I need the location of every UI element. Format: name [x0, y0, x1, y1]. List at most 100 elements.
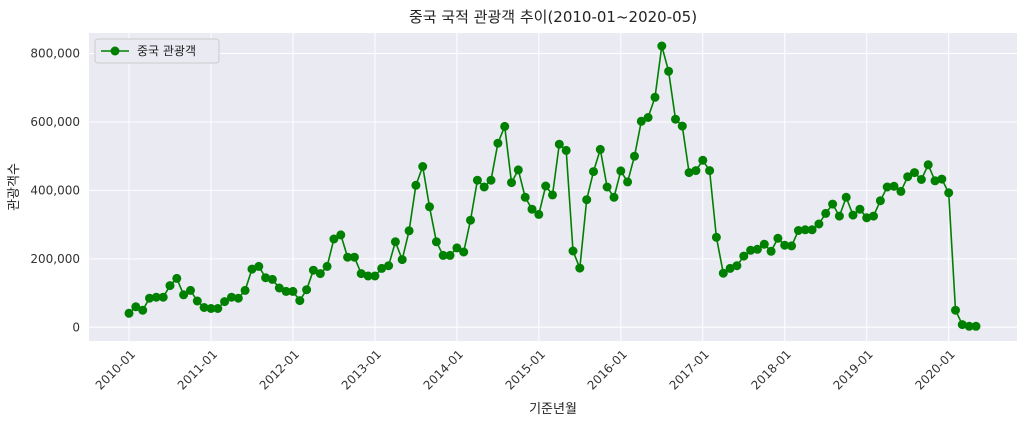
data-point — [281, 286, 291, 296]
data-point — [308, 265, 318, 275]
data-point — [179, 290, 189, 300]
data-point — [541, 181, 551, 191]
data-point — [739, 251, 749, 261]
data-point — [568, 246, 578, 256]
data-point — [951, 305, 960, 315]
data-point — [124, 308, 134, 318]
data-point — [971, 321, 981, 331]
data-point — [684, 168, 694, 178]
y-tick-labels: 0 200,000 400,000 600,000 800,000 — [30, 47, 80, 335]
x-tick-label: 2015-01 — [503, 347, 548, 392]
x-tick-label: 2010-01 — [93, 347, 138, 392]
data-point — [295, 296, 305, 306]
data-point — [418, 162, 428, 171]
data-point — [855, 204, 865, 214]
data-point — [356, 269, 366, 279]
legend-marker-swatch — [110, 46, 120, 56]
data-point — [165, 281, 175, 291]
data-point — [752, 244, 762, 254]
x-tick-labels: 2010-01 2011-01 2012-01 2013-01 2014-01 2015-… — [93, 347, 958, 392]
x-tick-label: 2016-01 — [585, 347, 630, 392]
y-tick-label: 0 — [72, 320, 80, 334]
data-point — [479, 182, 489, 192]
data-point — [698, 155, 708, 165]
data-point — [404, 226, 414, 236]
data-point — [595, 144, 605, 154]
data-point — [513, 165, 523, 175]
data-point — [192, 296, 202, 306]
data-point — [261, 273, 271, 283]
data-point — [869, 211, 878, 221]
data-point — [377, 263, 387, 273]
data-point — [923, 160, 933, 170]
data-point — [630, 151, 639, 161]
data-point — [172, 273, 182, 283]
data-point — [493, 138, 503, 148]
data-point — [732, 261, 742, 271]
y-axis-label: 관광객수 — [7, 163, 22, 211]
data-point — [718, 268, 728, 278]
data-point — [213, 304, 223, 313]
legend-label: 중국 관광객 — [137, 44, 196, 58]
x-tick-label: 2013-01 — [339, 347, 384, 392]
data-point — [582, 195, 592, 205]
data-point — [459, 247, 469, 257]
data-point — [288, 286, 298, 296]
legend: 중국 관광객 — [94, 38, 220, 64]
data-point — [664, 66, 674, 76]
data-point — [834, 211, 844, 221]
data-point — [691, 166, 701, 176]
data-point — [828, 199, 838, 209]
data-point — [602, 182, 612, 192]
data-point — [425, 202, 434, 212]
data-point — [903, 172, 913, 182]
data-point — [220, 297, 230, 307]
data-point — [875, 196, 885, 206]
data-point — [349, 252, 359, 262]
data-point — [343, 252, 353, 262]
data-point — [807, 225, 817, 235]
data-point — [315, 269, 325, 279]
data-point — [145, 293, 154, 303]
data-point — [766, 246, 776, 256]
y-tick-label: 200,000 — [30, 252, 80, 266]
data-point — [746, 245, 756, 255]
data-point — [937, 174, 947, 184]
x-tick-label: 2014-01 — [421, 347, 466, 392]
data-point — [787, 241, 797, 251]
data-point — [882, 182, 892, 192]
data-point — [944, 188, 954, 198]
data-point — [411, 180, 421, 190]
data-point — [534, 209, 544, 219]
data-point — [821, 208, 831, 218]
data-point — [759, 239, 769, 249]
data-point — [671, 114, 680, 124]
data-point — [472, 175, 482, 185]
x-gridlines — [128, 33, 950, 341]
y-tick-label: 400,000 — [30, 183, 80, 197]
data-point — [384, 261, 394, 271]
data-point — [500, 121, 510, 131]
data-point — [329, 234, 339, 244]
data-point — [773, 233, 783, 243]
data-point — [322, 261, 332, 271]
series-layer — [124, 41, 981, 331]
data-point — [589, 167, 598, 177]
data-point — [705, 166, 715, 176]
data-point — [397, 255, 407, 265]
data-point — [507, 178, 516, 188]
data-point — [575, 263, 585, 273]
data-point — [725, 263, 735, 273]
x-tick-label: 2018-01 — [749, 347, 794, 392]
data-point — [616, 166, 626, 176]
data-point — [554, 139, 564, 149]
x-tick-label: 2017-01 — [667, 347, 712, 392]
data-point — [848, 210, 858, 220]
data-point — [302, 285, 312, 295]
data-point — [957, 320, 967, 330]
data-point — [486, 175, 496, 185]
data-point — [363, 271, 373, 281]
data-point — [643, 113, 653, 122]
data-point — [650, 92, 660, 102]
